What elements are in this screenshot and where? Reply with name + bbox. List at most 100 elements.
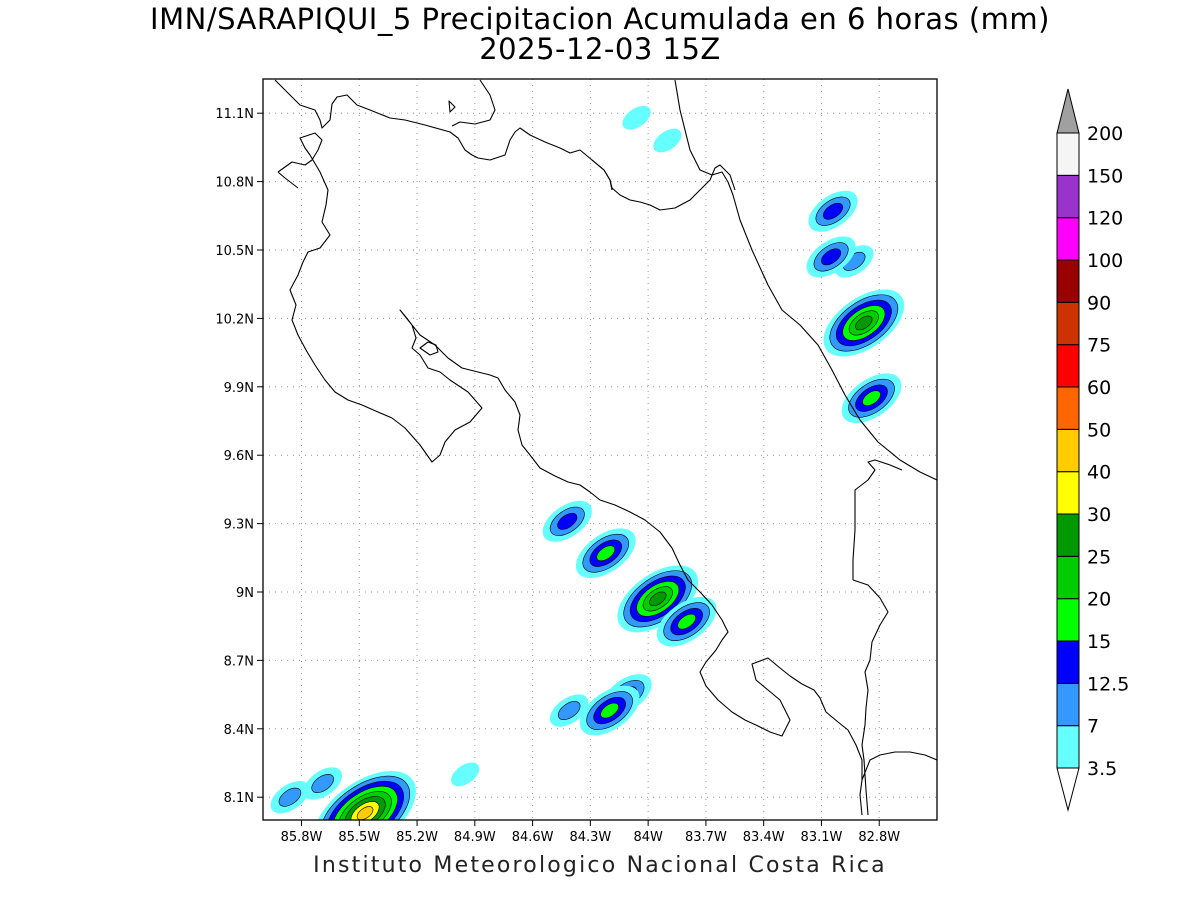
colorbar-swatch <box>1056 513 1080 557</box>
precip-cell <box>314 771 416 820</box>
colorbar-swatch <box>1056 132 1080 176</box>
colorbar-level-label: 3.5 <box>1087 758 1117 780</box>
nicaragua-west-coast <box>277 171 299 189</box>
colorbar-level-label: 25 <box>1087 546 1111 568</box>
precip-cell <box>303 767 343 800</box>
lon-tick-label: 84W <box>633 830 663 845</box>
colorbar-swatch <box>1056 217 1080 261</box>
colorbar-level-label: 60 <box>1087 377 1111 399</box>
lake-islet <box>448 100 456 113</box>
precip-contour <box>596 545 616 562</box>
lon-tick-label: 83.7W <box>685 830 727 845</box>
panama-coast <box>852 579 889 816</box>
precip-contour <box>823 202 844 220</box>
colorbar-level-label: 90 <box>1087 292 1111 314</box>
colorbar-level-label: 20 <box>1087 589 1111 611</box>
lat-tick-label: 9.6N <box>224 449 254 464</box>
footer-credit: Instituto Meteorologico Nacional Costa R… <box>313 853 887 878</box>
precip-contour <box>677 613 696 630</box>
precip-cell <box>617 565 699 633</box>
pacific-coast-nicoya <box>277 132 863 816</box>
lat-tick-label: 8.1N <box>224 791 254 806</box>
colorbar-level-label: 100 <box>1087 250 1123 272</box>
colorbar-over-arrow <box>1056 88 1080 134</box>
lat-tick-label: 9.9N <box>224 381 254 396</box>
colorbar-level-label: 30 <box>1087 504 1111 526</box>
precip-cell <box>656 596 717 647</box>
precip-contour <box>622 105 651 130</box>
lat-tick-label: 8.4N <box>224 723 254 738</box>
precip-cell <box>270 781 310 814</box>
colorbar-swatch <box>1056 259 1080 303</box>
precip-contour <box>821 248 842 266</box>
lon-tick-label: 83.1W <box>801 830 843 845</box>
precip-contour <box>862 390 881 407</box>
lat-tick-label: 9.3N <box>224 518 254 533</box>
lon-tick-label: 83.4W <box>743 830 785 845</box>
lon-tick-label: 85.2W <box>396 830 438 845</box>
lon-tick-label: 84.6W <box>512 830 554 845</box>
colorbar-swatch <box>1056 386 1080 430</box>
lon-tick-label: 85.5W <box>338 830 380 845</box>
precip-contour <box>356 806 374 820</box>
colorbar-under-arrow <box>1056 767 1080 812</box>
colorbar: 3.5 7 12.5 15 20 25 30 40 50 60 75 90 100 120 150 200 <box>1056 88 1129 812</box>
colorbar-level-label: 7 <box>1087 716 1099 738</box>
colorbar-swatch <box>1056 174 1080 219</box>
colorbar-level-label: 75 <box>1087 335 1111 357</box>
colorbar-level-label: 120 <box>1087 208 1123 230</box>
precipitation-field <box>270 105 905 820</box>
colorbar-swatch <box>1056 725 1080 769</box>
lon-tick-label: 82.8W <box>858 830 900 845</box>
precip-contour <box>451 762 480 787</box>
precip-cell <box>451 762 480 787</box>
nicaragua-lake-shore <box>274 79 736 211</box>
lat-tick-label: 10.5N <box>215 244 254 259</box>
colorbar-swatch <box>1056 301 1080 346</box>
precip-cell <box>841 373 902 424</box>
colorbar-swatch <box>1056 640 1080 684</box>
lon-tick-label: 84.9W <box>454 830 496 845</box>
precip-contour <box>557 701 581 721</box>
colorbar-swatch <box>1056 471 1080 515</box>
colorbar-swatch <box>1056 344 1080 388</box>
precip-cell <box>806 236 856 278</box>
colorbar-level-label: 200 <box>1087 123 1123 145</box>
precip-contour <box>600 702 619 719</box>
colorbar-level-label: 50 <box>1087 419 1111 441</box>
colorbar-level-label: 40 <box>1087 462 1111 484</box>
lon-tick-label: 85.8W <box>281 830 323 845</box>
precip-contour <box>278 787 302 807</box>
lake-island <box>419 341 439 356</box>
colorbar-swatch <box>1056 428 1080 473</box>
precip-cell <box>653 128 682 153</box>
precip-contour <box>653 128 682 153</box>
precip-cell <box>622 105 651 130</box>
colorbar-swatch <box>1056 598 1080 642</box>
precip-cell <box>542 500 592 542</box>
precip-cell <box>575 528 636 579</box>
graticule: 11.1N 10.8N 10.5N 10.2N 9.9N 9.6N 9.3N 9N 8.7N 8.… <box>215 79 937 845</box>
costa-rica-north-border <box>591 159 613 191</box>
precip-contour <box>649 591 667 607</box>
precip-contour <box>557 512 578 530</box>
lat-tick-label: 11.1N <box>215 107 254 122</box>
precip-cell <box>549 694 589 727</box>
colorbar-level-label: 12.5 <box>1087 673 1129 695</box>
colorbar-level-label: 150 <box>1087 165 1123 187</box>
plot-frame <box>262 78 938 821</box>
lon-tick-label: 84.3W <box>569 830 611 845</box>
map-title: IMN/SARAPIQUI_5 Precipitacion Acumulada … <box>150 2 1050 36</box>
precip-cell <box>808 190 858 232</box>
lat-tick-label: 10.2N <box>215 312 254 327</box>
map-subtitle-datetime: 2025-12-03 15Z <box>479 32 721 66</box>
nicaragua-lake-north <box>451 79 496 127</box>
colorbar-level-label: 15 <box>1087 631 1111 653</box>
colorbar-swatch <box>1056 682 1080 727</box>
lat-tick-label: 9N <box>236 586 254 601</box>
lat-tick-label: 8.7N <box>224 654 254 669</box>
lat-tick-label: 10.8N <box>215 176 254 191</box>
precip-contour <box>311 774 334 793</box>
colorbar-swatch <box>1056 555 1080 600</box>
